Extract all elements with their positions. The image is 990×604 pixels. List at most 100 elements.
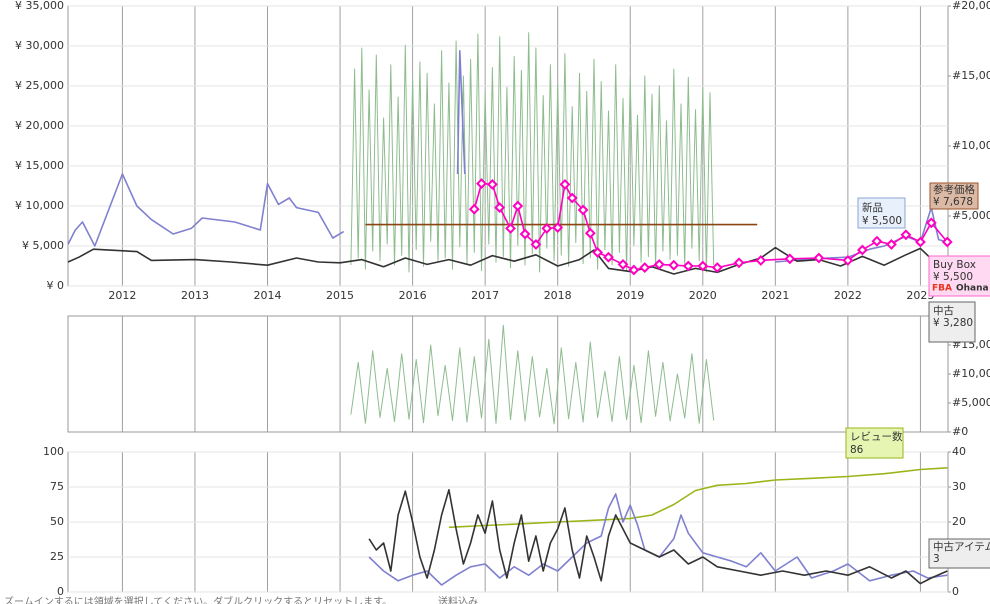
tooltips: 参考価格 ¥ 7,678 新品 ¥ 5,500 Buy Box ¥ 5,500 … — [845, 182, 990, 569]
diamond-marker — [653, 258, 665, 270]
y2-tick-label: #0 — [952, 425, 968, 438]
y-tick-label: 100 — [43, 445, 64, 458]
diamond-marker — [530, 238, 542, 250]
tooltip-box — [928, 301, 976, 343]
diamond-marker — [711, 262, 723, 274]
tooltip-fba: FBA — [932, 284, 952, 294]
y-tick-label: 50 — [50, 515, 64, 528]
diamond-marker — [925, 217, 937, 229]
tooltip-box — [928, 255, 990, 297]
diamond-marker — [519, 228, 531, 240]
diamond-marker — [842, 254, 854, 266]
y2-tick-label: 20 — [952, 515, 966, 528]
tooltip-value: ¥ 7,678 — [933, 196, 973, 208]
series-line — [448, 467, 948, 529]
x-tick-label: 2017 — [471, 289, 499, 302]
y-tick-label: ¥ 10,000 — [15, 199, 64, 212]
series-line — [67, 246, 948, 275]
footer-hint: ズームインするには領域を選択してください。ダブルクリックするとリセットします。 — [4, 595, 392, 604]
tooltip-value: ¥ 5,500 — [933, 271, 973, 283]
diamond-marker — [617, 258, 629, 270]
x-tick-label: 2018 — [544, 289, 572, 302]
x-tick-label: 2013 — [181, 289, 209, 302]
series-line — [350, 324, 715, 425]
diamond-marker — [871, 235, 883, 247]
tooltip-title: Buy Box — [933, 259, 976, 271]
tooltip-value: 3 — [933, 553, 940, 565]
plot-area — [67, 315, 949, 433]
diamond-marker — [885, 238, 897, 250]
x-tick-label: 2016 — [399, 289, 427, 302]
x-tick-label: 2020 — [689, 289, 717, 302]
y2-tick-label: #10,000 — [952, 139, 990, 152]
y2-tick-label: 30 — [952, 480, 966, 493]
tooltip-title: 中古アイテム — [933, 540, 990, 553]
tooltip-box — [845, 427, 904, 459]
y-tick-label: 75 — [50, 480, 64, 493]
y-tick-label: ¥ 5,000 — [22, 239, 64, 252]
x-tick-label: 2015 — [326, 289, 354, 302]
tooltip-box — [857, 197, 906, 229]
y-tick-label: ¥ 15,000 — [15, 159, 64, 172]
tooltip-value: ¥ 3,280 — [933, 317, 973, 329]
y-tick-label: ¥ 20,000 — [15, 119, 64, 132]
diamond-marker — [697, 260, 709, 272]
x-tick-label: 2022 — [834, 289, 862, 302]
y-tick-label: 25 — [50, 550, 64, 563]
y2-tick-label: #5,000 — [952, 209, 990, 222]
diamond-marker — [941, 236, 953, 248]
diamond-marker — [915, 236, 926, 248]
diamond-marker — [755, 254, 767, 266]
diamond-marker — [900, 229, 912, 241]
y-tick-label: ¥ 30,000 — [15, 39, 64, 52]
y-tick-label: ¥ 25,000 — [15, 79, 64, 92]
tooltip-value: 86 — [850, 444, 864, 456]
diamond-marker — [552, 222, 564, 234]
y-tick-label: ¥ 0 — [47, 279, 65, 292]
diamond-marker — [668, 259, 680, 271]
tooltip-box — [929, 182, 979, 210]
y2-tick-label: #20,000 — [952, 0, 990, 12]
y2-tick-label: 40 — [952, 445, 966, 458]
tooltip-title: 参考価格 — [933, 183, 975, 196]
x-tick-label: 2019 — [616, 289, 644, 302]
y2-tick-label: 0 — [952, 585, 959, 598]
diamond-marker — [682, 260, 694, 272]
diamond-marker — [733, 257, 745, 269]
diamond-marker — [468, 203, 480, 215]
tooltip-title: 新品 — [862, 201, 883, 214]
tooltip-seller: Ohana — [956, 284, 989, 294]
x-tick-label: 2021 — [761, 289, 789, 302]
diamond-marker — [559, 178, 571, 190]
diamond-marker — [592, 246, 604, 258]
x-tick-label: 2014 — [254, 289, 282, 302]
y2-tick-label: #15,000 — [952, 69, 990, 82]
y-tick-label: ¥ 35,000 — [15, 0, 64, 12]
series-line — [350, 32, 715, 273]
x-tick-label: 2012 — [108, 289, 136, 302]
diamond-marker — [512, 200, 524, 212]
footer-shipping: 送料込み — [438, 595, 478, 604]
tooltip-value: ¥ 5,500 — [862, 215, 902, 227]
diamond-marker — [494, 202, 506, 214]
diamond-marker — [628, 264, 640, 276]
diamond-marker — [541, 222, 553, 234]
series-line — [368, 489, 948, 585]
diamond-marker — [486, 178, 498, 190]
x-tick-label: 2023 — [906, 289, 934, 302]
diamond-marker — [603, 251, 614, 263]
y2-tick-label: #5,000 — [952, 396, 990, 409]
tooltip-title: 中古 — [933, 304, 954, 317]
diamond-marker — [505, 222, 516, 234]
diamond-marker — [577, 204, 589, 216]
y-tick-label: 0 — [57, 585, 64, 598]
tooltip-title: レビュー数 — [850, 430, 903, 443]
diamond-marker — [784, 253, 796, 265]
diamond-marker — [476, 178, 487, 190]
series-line — [368, 493, 948, 586]
diamond-marker — [639, 262, 651, 274]
diamond-marker — [813, 252, 825, 264]
y2-tick-label: #10,000 — [952, 367, 990, 380]
